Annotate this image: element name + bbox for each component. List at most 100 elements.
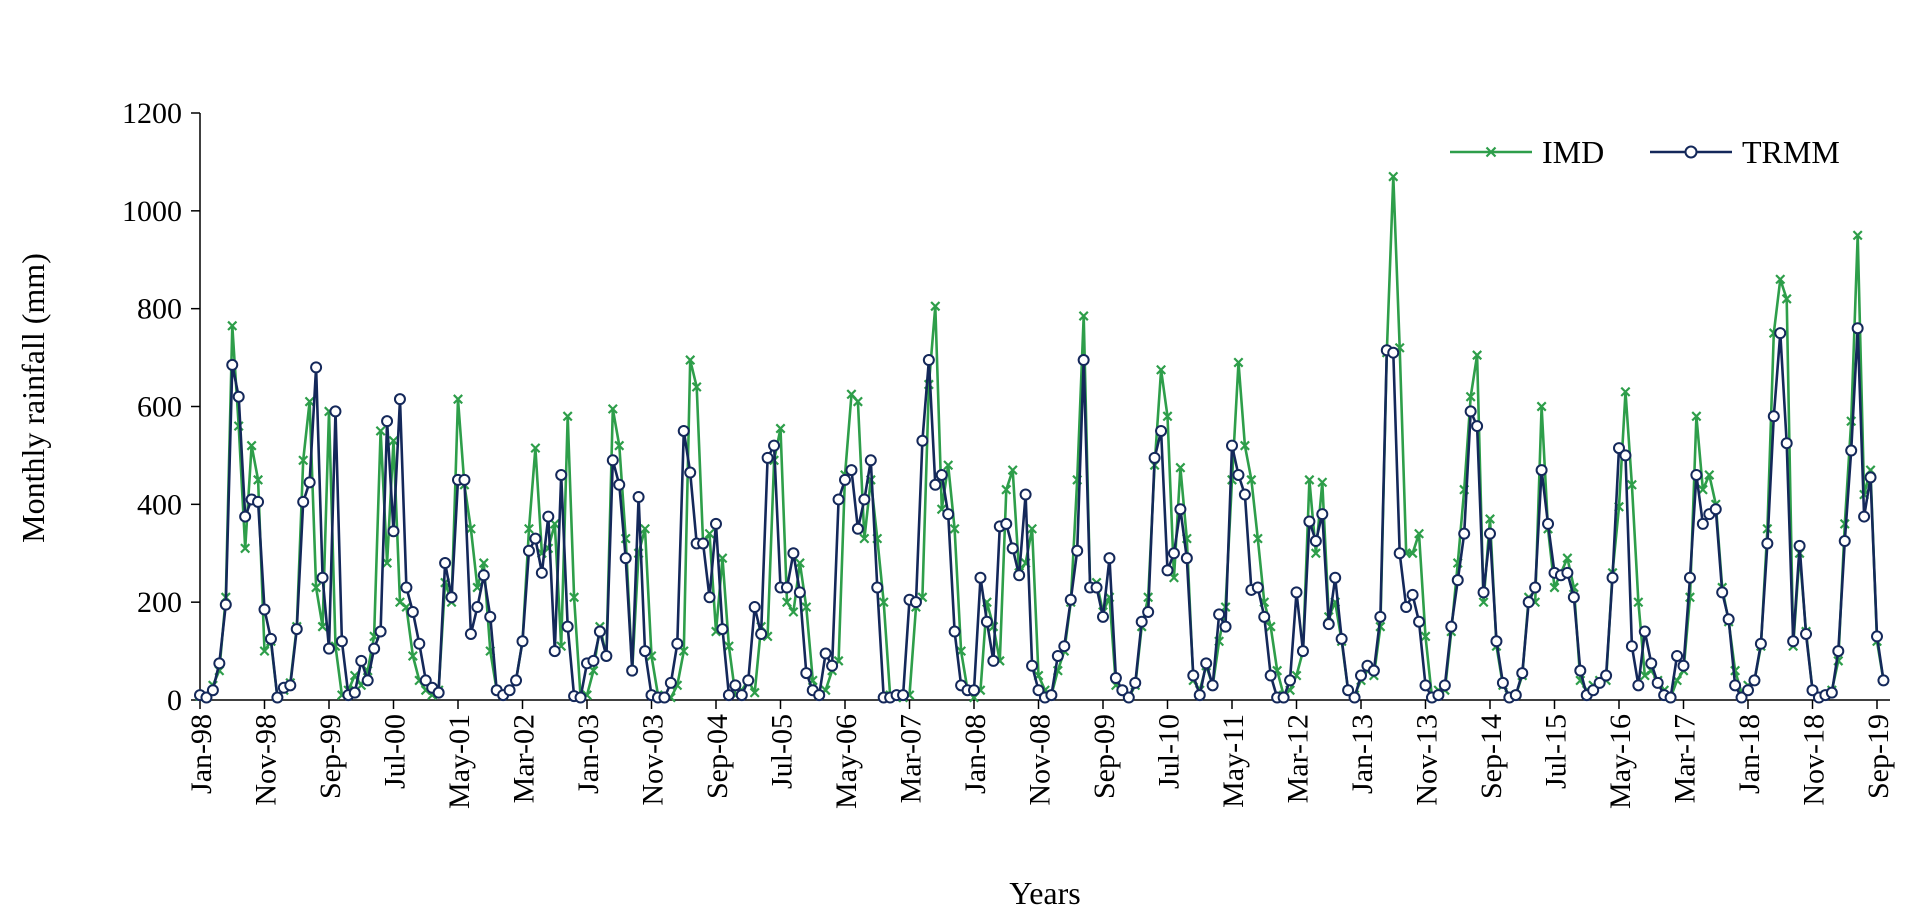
data-point [640, 523, 651, 534]
data-point [859, 533, 870, 544]
x-tick-label: Mar-07 [895, 714, 928, 803]
data-point [1780, 437, 1793, 450]
data-point [406, 605, 419, 618]
data-point [1071, 544, 1084, 557]
data-point [1265, 621, 1276, 632]
x-tick-label: Jan-08 [959, 714, 992, 794]
data-point [1432, 689, 1445, 702]
data-point [1645, 657, 1658, 670]
data-point [717, 553, 728, 564]
x-axis: Jan-98 Nov-98 Sep-99 Jul-00 May-01 Mar-02 Jan-… [185, 699, 1895, 809]
data-point [1026, 659, 1039, 672]
data-point [787, 547, 800, 560]
x-tick-label: May-16 [1604, 714, 1637, 809]
data-point [788, 606, 799, 617]
data-point [264, 632, 277, 645]
data-point [742, 674, 755, 687]
data-point [826, 659, 839, 672]
data-point [388, 435, 399, 446]
data-point [1484, 527, 1496, 540]
data-point [478, 558, 489, 569]
data-point [1613, 442, 1625, 455]
x-tick-label: Mar-17 [1669, 714, 1702, 803]
data-point [1438, 679, 1451, 692]
data-point [1316, 508, 1329, 521]
data-point [1852, 230, 1863, 241]
data-point [1709, 503, 1722, 516]
data-point [1162, 411, 1173, 422]
x-tick-label: Jan-13 [1346, 714, 1379, 794]
data-point [593, 625, 606, 638]
data-point [942, 508, 955, 521]
x-tick-label: Nov-18 [1798, 714, 1831, 806]
data-point [755, 627, 768, 640]
data-point [813, 689, 826, 702]
y-tick-label: 1200 [122, 97, 182, 130]
data-point [930, 301, 941, 312]
data-point [691, 381, 702, 392]
data-point [432, 686, 445, 699]
y-tick-label: 600 [137, 391, 182, 424]
data-point [1264, 669, 1277, 682]
data-point [1329, 571, 1342, 584]
data-point [1451, 574, 1464, 587]
data-point [1587, 684, 1600, 697]
data-point [1877, 674, 1890, 687]
data-point [1664, 691, 1677, 704]
x-tick-label: May-11 [1217, 714, 1250, 808]
data-point [916, 434, 929, 447]
data-point [1129, 676, 1142, 689]
data-point [832, 493, 845, 506]
data-point [1387, 346, 1400, 359]
data-point [1226, 439, 1238, 452]
data-point [555, 468, 568, 481]
data-point [1367, 664, 1380, 677]
data-point [1490, 635, 1503, 648]
data-point [1464, 405, 1477, 418]
data-point [819, 647, 832, 660]
data-point [1258, 610, 1271, 623]
data-point [1562, 553, 1573, 564]
data-point [1620, 386, 1631, 397]
data-point [1232, 468, 1245, 481]
data-point [619, 552, 632, 565]
data-point [316, 571, 329, 584]
data-point [1103, 552, 1116, 565]
data-point [697, 537, 710, 550]
data-point [1535, 464, 1548, 477]
data-point [851, 522, 864, 535]
data-point [1677, 659, 1690, 672]
data-point [1767, 410, 1780, 423]
data-point [1606, 571, 1619, 584]
data-point [1419, 679, 1432, 692]
data-point [206, 684, 219, 697]
data-point [800, 667, 813, 680]
data-point [748, 601, 761, 614]
data-point [1309, 535, 1322, 548]
data-point [1142, 605, 1155, 618]
data-point [864, 454, 877, 467]
data-point [614, 440, 625, 451]
data-point [781, 597, 792, 608]
data-point [1825, 686, 1838, 699]
data-point [1536, 401, 1547, 412]
data-point [311, 582, 322, 593]
data-point [1671, 649, 1684, 662]
data-point [1742, 684, 1754, 697]
data-point [1252, 533, 1263, 544]
data-point [1754, 637, 1767, 650]
data-point [1793, 539, 1806, 552]
data-point [464, 627, 477, 640]
data-point [297, 495, 310, 508]
data-point [974, 571, 987, 584]
data-point [1064, 593, 1077, 606]
data-point [723, 641, 734, 652]
x-tick-label: Mar-12 [1282, 714, 1315, 803]
data-point [1161, 564, 1174, 577]
data-point [1625, 640, 1638, 653]
data-point [1477, 586, 1490, 599]
x-tick-label: Sep-99 [314, 714, 347, 799]
data-point [909, 596, 922, 609]
data-point [1496, 676, 1509, 689]
data-point [1832, 645, 1845, 658]
